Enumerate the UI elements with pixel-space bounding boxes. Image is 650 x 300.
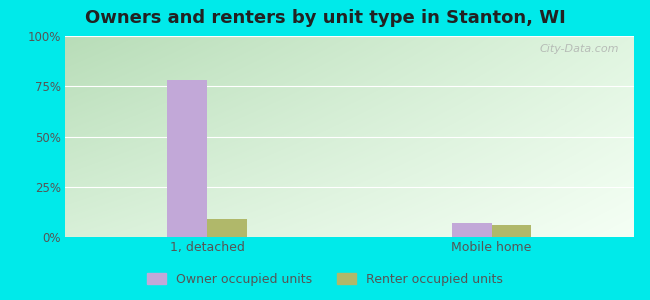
Bar [491,225,532,237]
Bar [207,219,247,237]
Text: Owners and renters by unit type in Stanton, WI: Owners and renters by unit type in Stant… [84,9,566,27]
Text: City-Data.com: City-Data.com [540,44,619,54]
Bar [168,80,207,237]
Legend: Owner occupied units, Renter occupied units: Owner occupied units, Renter occupied un… [142,268,508,291]
Bar [452,223,491,237]
